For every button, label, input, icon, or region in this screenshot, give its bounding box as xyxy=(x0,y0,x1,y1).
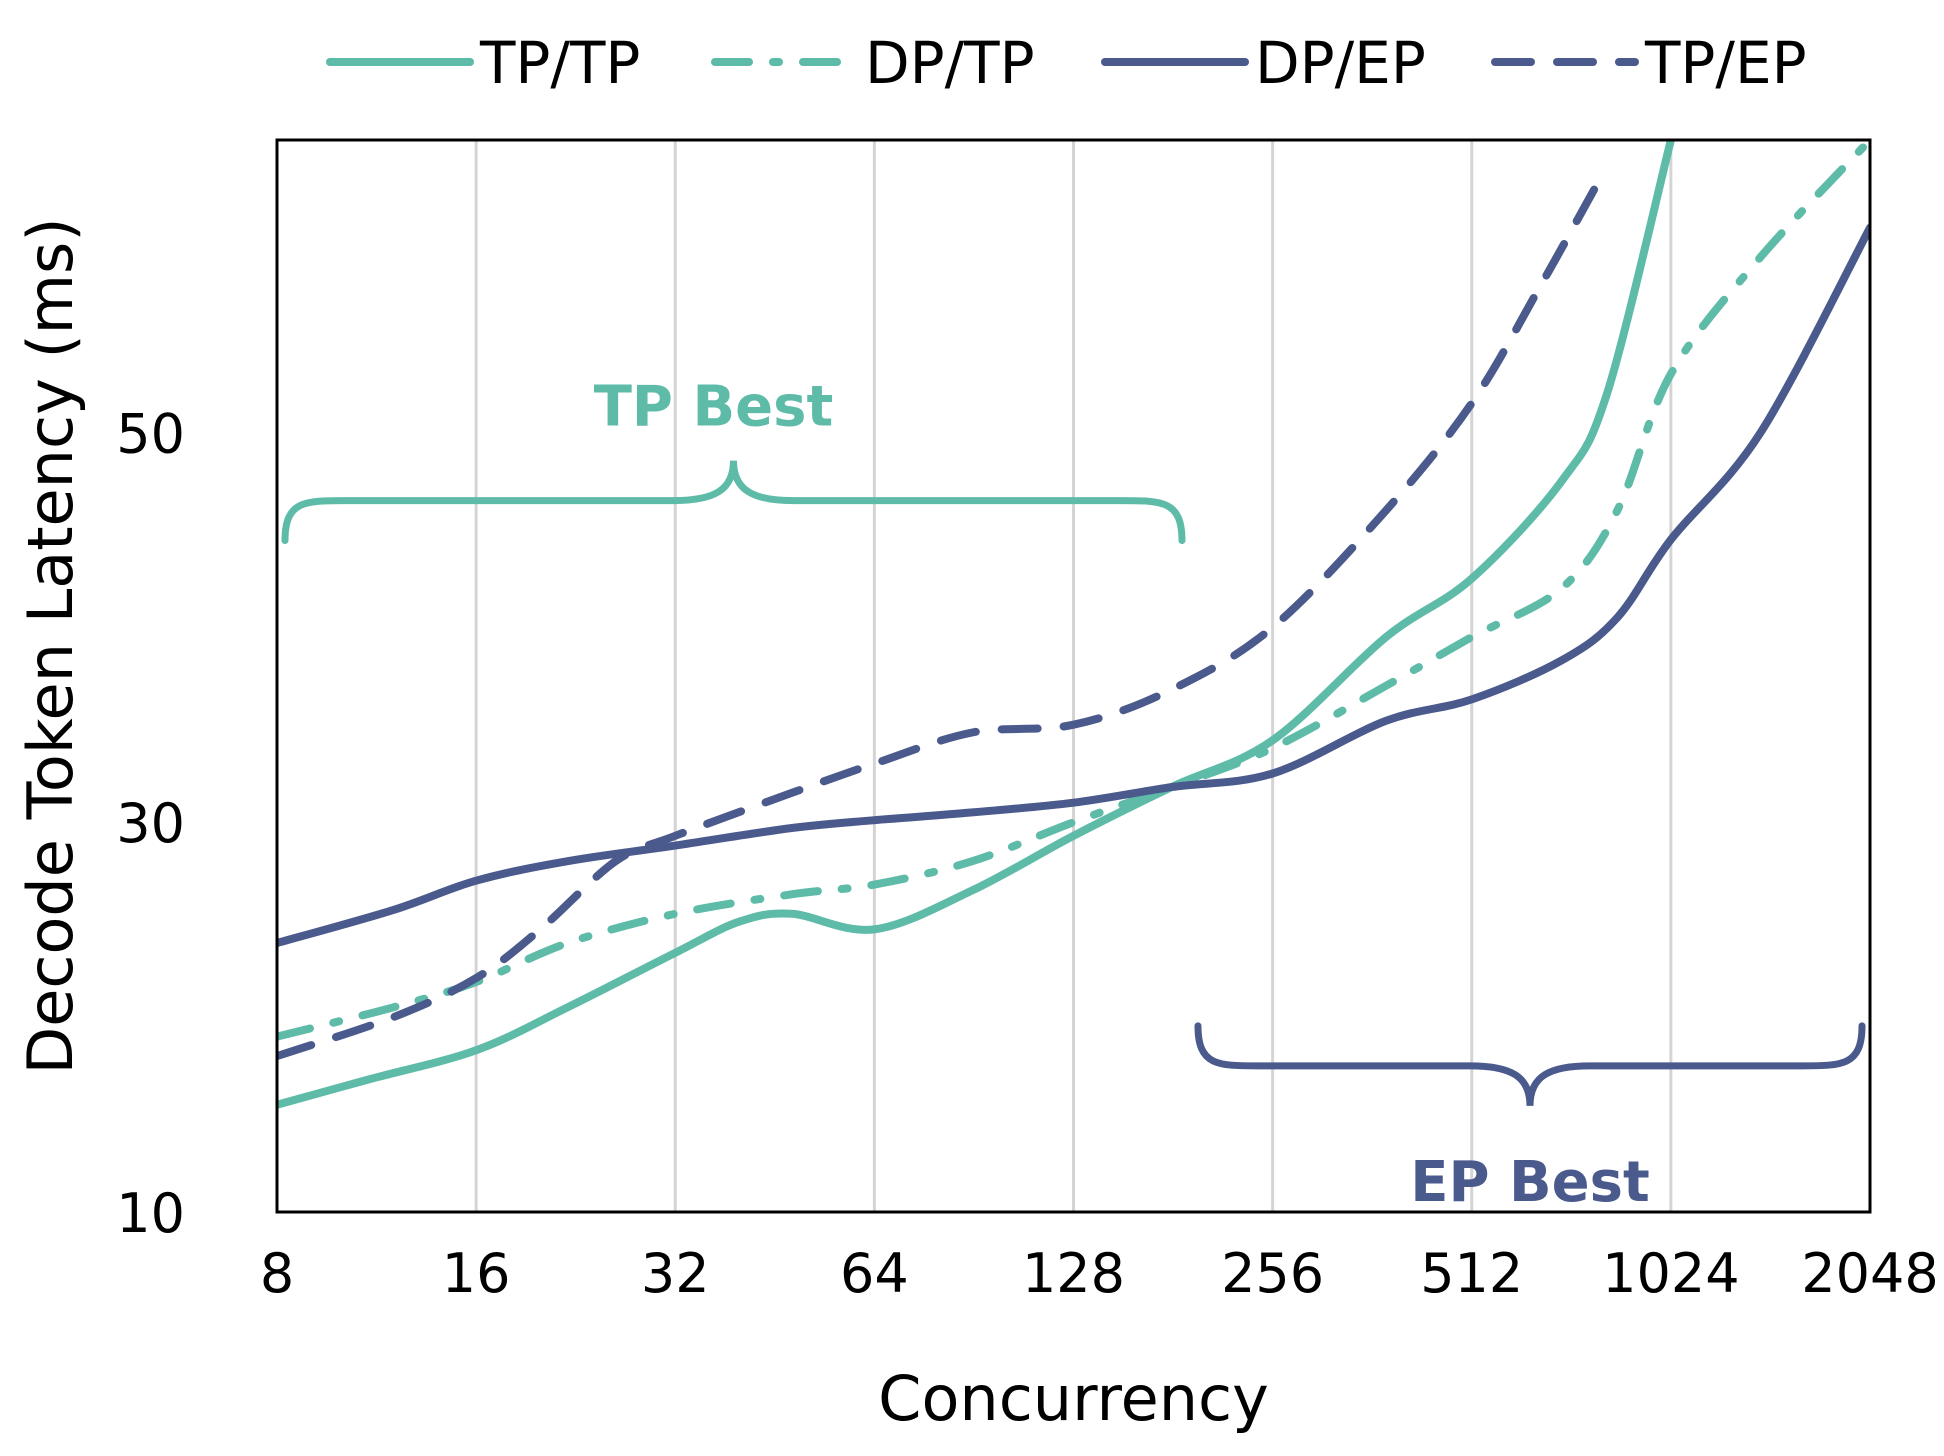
x-tick-labels: 8 16 32 64 128 256 512 1024 2048 xyxy=(260,1242,1939,1305)
annotation-label: TP Best xyxy=(594,375,834,440)
x-tick-label: 512 xyxy=(1420,1242,1523,1305)
x-axis-title: Concurrency xyxy=(878,1362,1269,1435)
legend-label: DP/TP xyxy=(865,29,1035,97)
y-tick-labels: 10 30 50 xyxy=(116,402,185,1245)
y-tick-label: 50 xyxy=(116,402,185,465)
annotation-label: EP Best xyxy=(1410,1150,1650,1215)
x-tick-label: 2048 xyxy=(1801,1242,1938,1305)
legend: TP/TP DP/TP DP/EP TP/EP xyxy=(326,29,1807,97)
series-line-tp-tp xyxy=(277,140,1675,1109)
series-line-tp-ep xyxy=(277,175,1604,1061)
x-tick-label: 128 xyxy=(1022,1242,1125,1305)
legend-label: DP/EP xyxy=(1255,29,1426,97)
x-tick-label: 16 xyxy=(442,1242,511,1305)
x-tick-label: 256 xyxy=(1221,1242,1324,1305)
annotation-brace xyxy=(1194,1022,1866,1106)
x-tick-label: 1024 xyxy=(1602,1242,1739,1305)
grid-lines xyxy=(474,140,1673,1212)
legend-label: TP/TP xyxy=(479,29,640,97)
series-line-dp-ep xyxy=(277,223,1870,947)
x-tick-label: 32 xyxy=(641,1242,710,1305)
y-axis-title: Decode Token Latency (ms) xyxy=(14,217,87,1074)
y-tick-label: 10 xyxy=(116,1182,185,1245)
x-tick-label: 8 xyxy=(260,1242,294,1305)
series-layer xyxy=(277,140,1870,1109)
annotation-brace xyxy=(281,460,1186,545)
annotation-layer: TP Best EP Best xyxy=(281,375,1866,1215)
legend-label: TP/EP xyxy=(1644,29,1807,97)
plot-frame xyxy=(275,138,1872,1214)
y-tick-label: 30 xyxy=(116,792,185,855)
x-tick-label: 64 xyxy=(840,1242,909,1305)
